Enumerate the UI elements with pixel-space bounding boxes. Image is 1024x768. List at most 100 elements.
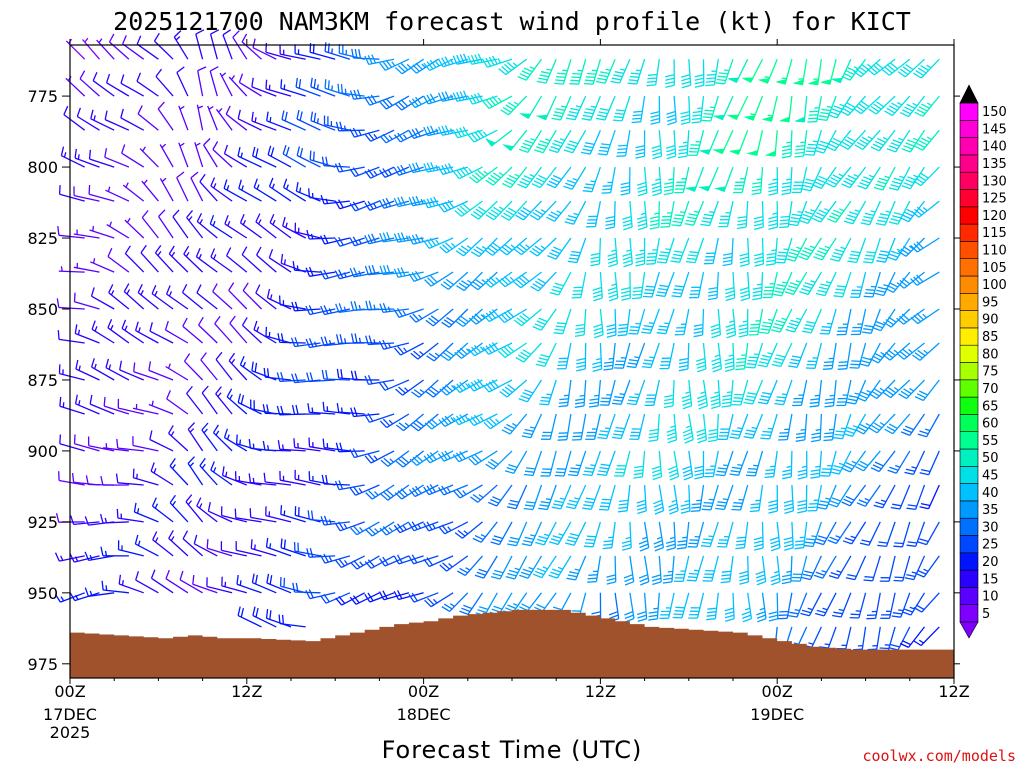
wind-barb [74,148,100,168]
wind-barb [255,284,277,310]
wind-barb [676,521,690,550]
wind-barb [629,413,646,440]
wind-barb [884,95,911,117]
credit-link[interactable]: coolwx.com/models [862,747,1016,765]
wind-barb [824,379,837,408]
colorbar-swatch [959,362,979,381]
wind-barb [424,592,454,608]
wind-barb [455,237,483,257]
wind-barb [334,269,365,280]
colorbar-swatch [959,189,979,208]
wind-barb [650,96,661,125]
wind-barb [469,166,498,184]
wind-barb [795,96,808,123]
colorbar-swatch [959,171,979,190]
wind-barb [482,342,513,355]
wind-barb [133,502,159,523]
wind-barb [185,494,204,523]
wind-barb [667,450,680,481]
wind-barb [623,555,635,586]
wind-barb [408,162,439,174]
wind-barb [207,501,233,523]
wind-barb [565,484,587,510]
wind-barb [296,146,321,168]
wind-barb [58,266,85,273]
wind-barb [104,110,130,131]
wind-barb [488,484,513,507]
wind-barb [308,437,336,452]
wind-barb [166,390,189,415]
wind-barb [195,247,218,273]
wind-barb [755,555,767,586]
wind-barb [807,484,823,512]
wind-barb [395,450,425,468]
colorbar-label: 80 [982,347,999,362]
wind-barb [310,111,336,131]
wind-barb [910,237,940,253]
wind-barb [535,521,557,546]
wind-barb [792,379,808,407]
wind-barb [873,166,896,191]
wind-barb [821,59,837,85]
wind-barb [482,379,513,393]
y-tick-label: 775 [27,87,58,106]
x-tick-label: 12Z [938,682,969,701]
wind-barb [60,146,85,168]
wind-barb [810,450,823,479]
wind-barb [122,35,145,60]
wind-barb [558,379,572,408]
wind-barb [809,379,823,408]
wind-barb [912,626,940,647]
wind-barb [350,555,380,570]
wind-barb [597,129,616,156]
wind-barb [252,38,277,60]
wind-barb [707,413,719,443]
wind-barb [839,95,867,116]
wind-barb [173,30,189,60]
wind-barb [410,342,439,360]
wind-barb [379,413,410,429]
wind-barb [764,130,778,157]
wind-barb [597,413,616,440]
wind-barb [123,283,145,310]
wind-barb [595,58,616,84]
wind-barb [919,450,940,476]
wind-barb [897,237,925,257]
plot-area [54,29,955,679]
wind-barb [141,210,159,239]
wind-barb [535,342,557,368]
wind-barb [603,342,616,371]
wind-barb [183,353,204,381]
wind-barb [335,121,365,132]
wind-barb [757,379,778,405]
colorbar-swatch [959,604,979,623]
wind-barb [196,284,218,310]
wind-barb [498,58,528,76]
wind-barb [666,521,677,551]
wind-barb [236,574,262,594]
wind-barb [884,413,911,435]
wind-barb [159,177,174,202]
wind-barb [137,284,159,310]
wind-barb [364,412,395,423]
wind-barb [637,201,648,231]
wind-barb [440,271,469,290]
wind-barb [660,200,675,228]
wind-barb [611,379,631,406]
wind-barb [349,484,380,496]
wind-barb [717,521,734,548]
wind-barb [830,450,852,475]
colorbar-swatch [959,275,979,294]
wind-barb [456,555,483,576]
wind-barb [453,484,483,499]
wind-barb [310,77,336,97]
wind-barb [853,95,881,115]
wind-barb [682,450,694,481]
wind-barb [59,434,85,452]
colorbar-swatch [959,569,979,588]
wind-barb [743,379,764,405]
wind-barb [294,506,321,523]
wind-barb [490,555,513,580]
wind-barb [910,271,940,286]
wind-barb [893,521,911,548]
